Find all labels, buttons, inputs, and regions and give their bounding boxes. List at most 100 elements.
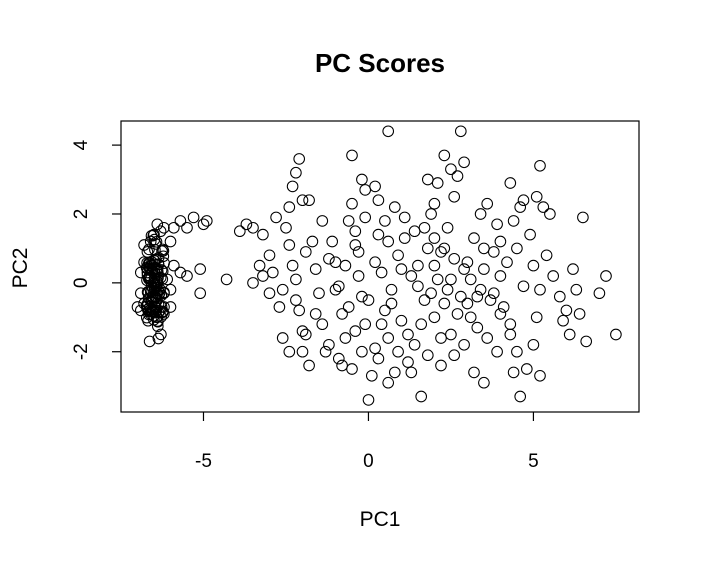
data-point: [478, 263, 490, 275]
data-point: [494, 235, 507, 248]
data-point: [431, 273, 444, 286]
data-point: [388, 366, 401, 379]
data-point: [448, 349, 461, 362]
data-point: [146, 296, 158, 309]
data-point: [385, 297, 398, 310]
x-tick-label: -5: [195, 451, 212, 472]
data-point: [336, 359, 348, 372]
data-point: [491, 218, 503, 231]
data-point: [356, 173, 368, 186]
data-point: [200, 215, 213, 227]
data-point: [372, 194, 385, 207]
data-point: [517, 280, 530, 293]
data-point: [257, 270, 269, 282]
data-point: [356, 345, 368, 358]
data-point: [372, 228, 385, 241]
data-point: [309, 308, 322, 320]
data-point: [425, 208, 437, 220]
data-point: [356, 290, 368, 303]
data-point: [326, 235, 339, 248]
data-point: [530, 311, 543, 324]
data-point: [369, 180, 381, 193]
data-point: [451, 170, 464, 182]
data-point: [435, 359, 447, 372]
data-point: [405, 270, 418, 282]
data-point: [593, 287, 606, 300]
data-point: [610, 328, 622, 341]
data-point: [478, 376, 490, 389]
data-point: [197, 218, 210, 231]
data-point: [507, 366, 520, 379]
data-point: [316, 318, 329, 331]
data-point: [491, 345, 503, 358]
data-point: [158, 221, 170, 234]
data-point: [323, 338, 335, 351]
data-point: [474, 208, 487, 220]
data-point: [349, 325, 362, 337]
data-point: [471, 321, 484, 334]
data-point: [143, 335, 156, 348]
data-point: [156, 273, 169, 285]
data-point: [504, 328, 517, 341]
data-point: [339, 332, 352, 344]
data-point: [514, 390, 527, 403]
data-point: [448, 190, 461, 203]
data-point: [438, 242, 451, 255]
data-point: [402, 328, 414, 341]
data-point: [270, 211, 282, 224]
data-point: [240, 218, 253, 231]
y-tick-label: 2: [71, 209, 92, 220]
x-tick-label: 5: [528, 451, 539, 472]
data-point: [313, 287, 325, 300]
data-point: [567, 263, 579, 275]
data-point: [174, 266, 187, 279]
data-point: [458, 156, 470, 169]
data-point: [441, 283, 454, 296]
data-point: [382, 235, 395, 248]
data-point: [332, 352, 345, 365]
data-point: [454, 290, 467, 303]
data-point: [540, 249, 553, 262]
data-point: [293, 304, 306, 317]
data-point: [273, 301, 286, 313]
data-point: [247, 277, 259, 289]
data-point: [194, 263, 207, 275]
data-point: [494, 270, 507, 282]
data-point: [530, 190, 543, 203]
data-point: [415, 318, 428, 331]
data-point: [276, 283, 289, 296]
data-point: [405, 366, 418, 379]
data-point: [290, 294, 302, 306]
data-point: [461, 297, 474, 310]
data-point: [511, 242, 523, 255]
data-point: [283, 345, 296, 358]
data-point: [233, 225, 246, 238]
y-tick-label: 4: [71, 139, 92, 150]
data-point: [527, 338, 540, 351]
axis-ticks: -5 0 5 -2 0 2 4: [71, 139, 539, 472]
data-point: [408, 225, 421, 238]
data-point: [458, 338, 470, 351]
data-point: [547, 270, 560, 282]
data-point: [323, 252, 335, 265]
data-point: [435, 246, 447, 258]
data-point: [454, 125, 467, 138]
data-point: [143, 243, 155, 256]
data-point: [534, 283, 546, 296]
data-point: [448, 252, 461, 265]
data-point: [379, 215, 391, 227]
data-point: [511, 345, 523, 358]
data-point: [435, 332, 447, 344]
data-point: [303, 194, 315, 207]
data-point: [563, 328, 576, 341]
data-point: [382, 376, 395, 389]
data-point: [286, 259, 299, 272]
data-point: [174, 215, 187, 227]
data-point: [481, 332, 494, 344]
data-point: [527, 259, 540, 272]
x-axis-label: PC1: [360, 508, 401, 531]
data-point: [461, 256, 474, 269]
data-point: [421, 242, 434, 255]
data-point: [428, 259, 441, 272]
data-point: [468, 366, 480, 379]
